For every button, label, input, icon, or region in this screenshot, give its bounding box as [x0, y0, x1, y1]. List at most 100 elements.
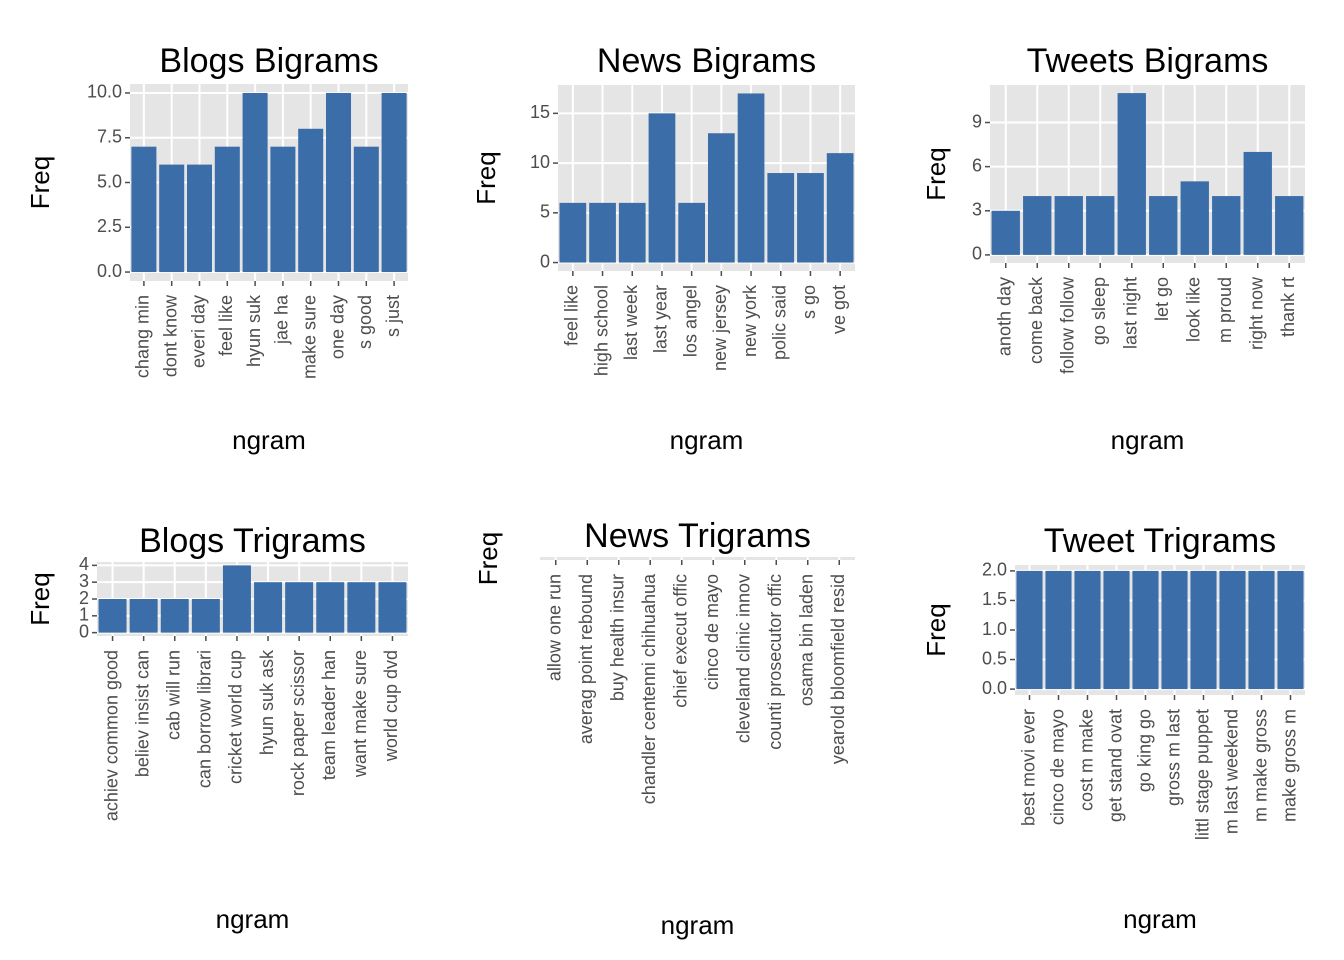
x-axis-label: ngram [661, 910, 735, 940]
x-tick-label: last night [1121, 277, 1141, 349]
x-tick-label: hyun suk [244, 294, 264, 367]
chart-title: News Bigrams [597, 42, 816, 80]
chart-title: Blogs Trigrams [139, 522, 366, 560]
bar [353, 146, 379, 273]
x-tick-label: m make gross [1250, 709, 1270, 822]
bar [1275, 196, 1304, 255]
x-tick-label: cost m make [1076, 709, 1096, 811]
x-tick-label: averag point rebound [576, 574, 596, 744]
y-tick-label: 5.0 [97, 171, 122, 191]
x-axis-label: ngram [1123, 904, 1197, 934]
bar [222, 565, 251, 633]
y-tick-label: 10.0 [87, 82, 122, 102]
y-tick-label: 0.0 [97, 261, 122, 281]
x-tick-label: chang min [133, 295, 153, 378]
x-tick-label: thank rt [1278, 277, 1298, 337]
y-tick-label: 2.0 [982, 560, 1007, 580]
panel: 0.0 0.5 1.0 1.5 2.0 best movi ever cinco de ma… [921, 522, 1305, 934]
x-tick-label: chief execut offic [671, 574, 691, 708]
bar [991, 210, 1020, 255]
bar [1103, 570, 1130, 690]
y-axis-label: Freq [25, 572, 55, 625]
x-tick-label: best movi ever [1018, 709, 1038, 826]
bar [1219, 570, 1246, 690]
x-tick-label: make sure [299, 295, 319, 379]
bar [589, 202, 616, 263]
bar [191, 599, 220, 633]
panel: 0 5 10 15 feel like high school last week last … [471, 42, 855, 455]
x-tick-label: hyun suk ask [257, 649, 277, 755]
bar [129, 599, 158, 633]
bar [1277, 570, 1304, 690]
bar [1023, 196, 1052, 255]
x-tick-label: rock paper scissor [288, 650, 308, 796]
x-axis-label: ngram [670, 425, 744, 455]
x-tick-label: new york [740, 284, 760, 357]
bar [737, 93, 765, 263]
y-tick-label: 1 [79, 605, 89, 625]
x-tick-label: high school [591, 285, 611, 376]
x-tick-label: everi day [188, 295, 208, 368]
bar [1074, 570, 1101, 690]
bar [648, 113, 676, 263]
bar [347, 582, 376, 633]
x-tick-label: last week [621, 284, 641, 360]
x-tick-label: can borrow librari [195, 650, 215, 788]
x-tick-label: ve got [829, 285, 849, 334]
y-tick-label: 3 [972, 200, 982, 220]
bar [378, 582, 407, 633]
x-tick-label: cricket world cup [226, 650, 246, 784]
bar [707, 133, 735, 263]
y-tick-label: 15 [530, 102, 550, 122]
x-tick-label: one day [327, 295, 347, 359]
bar [618, 202, 646, 263]
bar [98, 599, 127, 633]
x-tick-label: make gross m [1279, 709, 1299, 822]
x-axis-label: ngram [232, 425, 306, 455]
y-tick-label: 10 [530, 152, 550, 172]
y-tick-label: 5 [540, 202, 550, 222]
y-tick-label: 0 [79, 621, 89, 641]
y-tick-label: 0.5 [982, 648, 1007, 668]
y-tick-label: 0 [540, 251, 550, 271]
y-axis-label: Freq [921, 147, 951, 200]
bar [325, 92, 352, 273]
x-tick-label: achiev common good [101, 650, 121, 821]
bar [242, 92, 268, 273]
bar [1086, 196, 1115, 255]
y-tick-label: 0.0 [982, 678, 1007, 698]
x-tick-label: yearold bloomfield resid [828, 574, 848, 764]
y-tick-label: 1.0 [982, 619, 1007, 639]
y-axis-label: Freq [921, 603, 951, 656]
x-tick-label: s just [383, 295, 403, 337]
chart-title: Tweet Trigrams [1044, 522, 1276, 560]
x-tick-label: s good [355, 295, 375, 349]
x-tick-label: cleveland clinic innov [734, 574, 754, 743]
y-tick-label: 0 [972, 244, 982, 264]
bar [1132, 570, 1159, 690]
bar [1212, 196, 1241, 255]
x-tick-label: look like [1184, 277, 1204, 342]
bar [1054, 196, 1083, 255]
x-tick-label: polic said [770, 285, 790, 360]
plot-background [540, 557, 855, 560]
x-tick-label: osama bin laden [797, 574, 817, 706]
bar [767, 173, 795, 263]
x-tick-label: buy health insur [608, 574, 628, 701]
bar [1016, 570, 1043, 690]
x-tick-label: feel like [562, 285, 582, 346]
bar [1180, 181, 1209, 255]
y-tick-label: 2.5 [97, 216, 122, 236]
x-tick-label: right now [1247, 276, 1267, 350]
x-tick-label: world cup dvd [381, 650, 401, 762]
y-axis-label: Freq [471, 151, 501, 204]
x-tick-label: los angel [680, 285, 700, 357]
x-tick-label: allow one run [545, 574, 565, 681]
x-tick-label: get stand ovat [1105, 709, 1125, 822]
bar [254, 582, 283, 633]
bar [559, 202, 587, 263]
y-tick-label: 4 [79, 554, 89, 574]
x-tick-label: cinco de mayo [1047, 709, 1067, 825]
